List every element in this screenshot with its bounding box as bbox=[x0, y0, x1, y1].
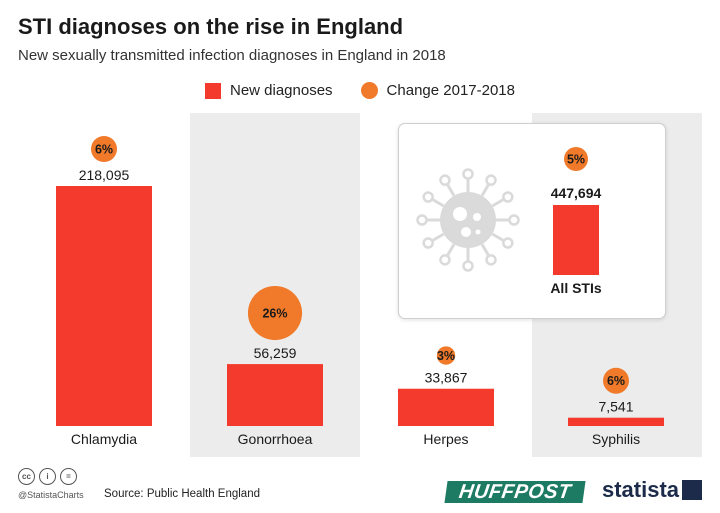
change-circle bbox=[436, 346, 456, 365]
virus-spike-tip bbox=[485, 254, 497, 266]
total-change-label: 5% bbox=[567, 153, 585, 167]
virus-spot bbox=[453, 207, 467, 221]
virus-spot bbox=[475, 229, 481, 235]
huffpost-logo: HUFFPOST bbox=[444, 481, 586, 503]
virus-spike bbox=[445, 182, 456, 197]
legend-circle-icon bbox=[360, 82, 378, 99]
virus-spike bbox=[480, 182, 491, 197]
data-label: 218,095 bbox=[79, 167, 130, 183]
legend-item-change: Change 2017-2018 bbox=[360, 82, 515, 99]
virus-spike-tip bbox=[439, 174, 451, 186]
person-icon: i bbox=[39, 468, 56, 485]
virus-spike-tip bbox=[439, 254, 451, 266]
total-change-circle bbox=[564, 147, 588, 171]
change-circle bbox=[247, 285, 303, 341]
virus-spike-tip bbox=[422, 191, 434, 203]
virus-spike bbox=[491, 197, 506, 208]
legend-label-new-diagnoses: New diagnoses bbox=[229, 82, 333, 99]
data-label: 7,541 bbox=[598, 399, 633, 415]
chart-subtitle: New sexually transmitted infection diagn… bbox=[18, 47, 446, 64]
virus-spike-tip bbox=[485, 174, 497, 186]
change-label: 26% bbox=[262, 307, 287, 321]
virus-spike bbox=[491, 232, 506, 243]
virus-spike bbox=[430, 197, 445, 208]
virus-spike-tip bbox=[462, 260, 474, 272]
statista-handle: @StatistaCharts bbox=[18, 490, 84, 500]
bar bbox=[568, 417, 664, 426]
virus-spot bbox=[473, 213, 481, 221]
legend: New diagnoses Change 2017-2018 bbox=[0, 82, 720, 99]
change-label: 6% bbox=[95, 143, 113, 157]
virus-spike-tip bbox=[502, 237, 514, 249]
virus-spike-tip bbox=[508, 214, 520, 226]
chart-title: STI diagnoses on the rise in England bbox=[18, 14, 404, 39]
legend-label-change: Change 2017-2018 bbox=[386, 82, 515, 99]
cc-icon: cc bbox=[18, 468, 35, 485]
license-icons: cc i = bbox=[18, 468, 77, 485]
equals-icon: = bbox=[60, 468, 77, 485]
statista-logo-mark-icon bbox=[682, 480, 702, 500]
category-label: Chlamydia bbox=[71, 431, 137, 447]
total-category-label: All STIs bbox=[550, 280, 602, 296]
source-note: Source: Public Health England bbox=[104, 488, 260, 500]
statista-logo: statista bbox=[602, 477, 680, 502]
legend-square-icon bbox=[204, 82, 221, 99]
total-value-label: 447,694 bbox=[551, 185, 602, 201]
virus-spot bbox=[461, 227, 471, 237]
data-label: 56,259 bbox=[254, 345, 297, 361]
virus-spike bbox=[430, 232, 445, 243]
bar bbox=[398, 388, 494, 426]
change-circle bbox=[603, 367, 629, 394]
virus-spike bbox=[480, 243, 491, 258]
virus-icon bbox=[440, 192, 496, 248]
bar bbox=[56, 186, 152, 426]
virus-spike-tip bbox=[416, 214, 428, 226]
category-label: Herpes bbox=[423, 431, 468, 447]
data-label: 33,867 bbox=[425, 370, 468, 386]
virus-spike bbox=[445, 243, 456, 258]
virus-spike-tip bbox=[462, 168, 474, 180]
category-label: Gonorrhoea bbox=[238, 431, 313, 447]
virus-spike-tip bbox=[422, 237, 434, 249]
bar bbox=[227, 364, 323, 426]
change-circle bbox=[91, 136, 117, 162]
change-label: 3% bbox=[437, 349, 455, 363]
legend-item-new-diagnoses: New diagnoses bbox=[204, 82, 333, 99]
category-label: Syphilis bbox=[592, 431, 640, 447]
total-bar bbox=[553, 205, 599, 275]
change-label: 6% bbox=[607, 374, 625, 388]
virus-spike-tip bbox=[502, 191, 514, 203]
